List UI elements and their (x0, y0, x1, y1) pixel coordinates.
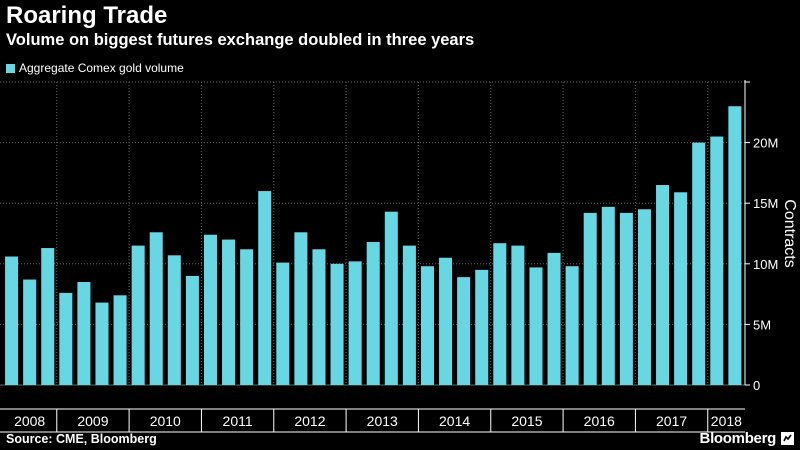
x-tick-label: 2017 (656, 413, 687, 429)
bar (674, 192, 688, 385)
legend-label: Aggregate Comex gold volume (19, 61, 184, 75)
bar (475, 269, 489, 385)
bloomberg-terminal-icon (781, 432, 794, 445)
bar (728, 106, 742, 386)
bar (565, 266, 579, 385)
bar (77, 281, 91, 385)
legend: Aggregate Comex gold volume (6, 61, 184, 75)
bar (294, 232, 308, 385)
source-note: Source: CME, Bloomberg (6, 432, 157, 446)
bar (637, 209, 651, 385)
bar (457, 277, 471, 385)
y-tick-label: 5M (753, 317, 771, 332)
bar (330, 263, 344, 385)
bar (167, 255, 181, 385)
x-tick-label: 2018 (711, 413, 742, 429)
x-tick-label: 2010 (150, 413, 181, 429)
bar (402, 245, 416, 385)
y-tick-label: 20M (753, 136, 778, 151)
x-tick-label: 2015 (511, 413, 542, 429)
bar (583, 212, 597, 385)
legend-swatch (6, 63, 15, 73)
bar (493, 243, 507, 385)
bar (113, 295, 127, 385)
x-tick-label: 2009 (77, 413, 108, 429)
bar (276, 262, 290, 385)
x-tick-label: 2011 (223, 413, 253, 429)
bar (95, 302, 109, 385)
x-tick-label: 2008 (14, 413, 45, 429)
y-axis-label: Contracts (781, 199, 798, 267)
x-tick-label: 2012 (294, 413, 325, 429)
bar (312, 249, 326, 385)
bar (529, 267, 543, 385)
x-tick-label: 2014 (439, 413, 470, 429)
y-tick-label: 0 (753, 378, 760, 393)
bar (656, 185, 670, 385)
bar (203, 234, 217, 385)
y-tick-label: 15M (753, 196, 778, 211)
bar (420, 266, 434, 385)
bar (41, 248, 55, 385)
bar (59, 292, 73, 385)
bar (222, 239, 236, 385)
bar (439, 257, 453, 385)
y-tick-label: 10M (753, 257, 778, 272)
bar (185, 275, 199, 385)
bar (384, 211, 398, 385)
chart-subtitle: Volume on biggest futures exchange doubl… (6, 31, 475, 49)
bar (348, 261, 362, 385)
bar (149, 232, 163, 385)
chart-title: Roaring Trade (6, 2, 168, 29)
bar (710, 136, 724, 385)
bar (547, 252, 561, 385)
bar (240, 249, 254, 385)
bar (366, 241, 380, 385)
bar (601, 206, 615, 385)
bar (692, 142, 706, 385)
bar (131, 245, 145, 385)
x-tick-label: 2016 (584, 413, 615, 429)
bar (258, 191, 272, 385)
bar (23, 279, 37, 385)
brand-logo: Bloomberg (699, 430, 777, 447)
x-tick-label: 2013 (367, 413, 398, 429)
bar (511, 245, 525, 385)
bar (619, 212, 633, 385)
bar (5, 256, 19, 385)
